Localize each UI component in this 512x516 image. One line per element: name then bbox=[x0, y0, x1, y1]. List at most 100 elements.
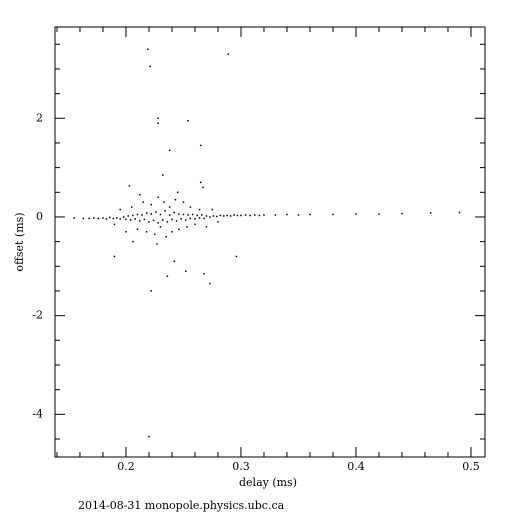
point bbox=[173, 211, 176, 214]
point bbox=[162, 219, 164, 221]
point bbox=[194, 223, 196, 226]
y-tick-label: 2 bbox=[36, 111, 43, 124]
point bbox=[163, 201, 165, 203]
point bbox=[148, 435, 150, 438]
point bbox=[97, 217, 100, 220]
point bbox=[119, 218, 121, 220]
point bbox=[159, 226, 162, 228]
point bbox=[191, 213, 194, 216]
point bbox=[175, 220, 178, 222]
point bbox=[263, 214, 265, 216]
point bbox=[139, 194, 141, 196]
point bbox=[147, 48, 149, 50]
point bbox=[222, 215, 225, 217]
point bbox=[209, 282, 211, 285]
point bbox=[378, 213, 380, 215]
y-tick-label: -4 bbox=[32, 407, 43, 420]
point bbox=[132, 214, 134, 217]
point bbox=[297, 214, 300, 216]
point bbox=[173, 260, 176, 263]
point bbox=[189, 217, 192, 220]
point bbox=[244, 214, 247, 216]
point bbox=[88, 217, 90, 220]
point bbox=[205, 215, 208, 217]
point bbox=[122, 216, 125, 218]
point bbox=[113, 223, 116, 226]
point bbox=[166, 275, 169, 277]
x-tick-label: 0.4 bbox=[347, 460, 365, 473]
point bbox=[139, 220, 141, 222]
point bbox=[142, 201, 144, 203]
point bbox=[202, 186, 204, 189]
point bbox=[157, 222, 159, 224]
point bbox=[258, 214, 261, 217]
point bbox=[136, 213, 139, 216]
point bbox=[105, 218, 108, 220]
point bbox=[93, 217, 95, 219]
point bbox=[249, 214, 251, 217]
point bbox=[136, 228, 139, 231]
point bbox=[309, 213, 311, 216]
x-axis-label: delay (ms) bbox=[239, 476, 297, 489]
point bbox=[165, 235, 167, 238]
point bbox=[162, 174, 164, 176]
point bbox=[168, 214, 171, 216]
point bbox=[171, 231, 173, 233]
point bbox=[201, 214, 203, 216]
point bbox=[187, 214, 189, 216]
point bbox=[182, 201, 185, 203]
x-tick-label: 0.5 bbox=[462, 460, 480, 473]
point bbox=[127, 215, 130, 217]
point bbox=[226, 214, 228, 217]
y-tick-label: -2 bbox=[32, 309, 43, 322]
point bbox=[168, 206, 171, 208]
point bbox=[355, 213, 357, 215]
point bbox=[194, 218, 196, 220]
point bbox=[73, 217, 75, 219]
point bbox=[209, 216, 211, 218]
point bbox=[149, 65, 151, 68]
point bbox=[109, 216, 111, 219]
point bbox=[254, 214, 256, 216]
point bbox=[113, 255, 116, 258]
plot-frame bbox=[54, 26, 486, 458]
point bbox=[157, 117, 159, 120]
point bbox=[82, 217, 85, 220]
point bbox=[187, 119, 189, 122]
point bbox=[286, 213, 288, 216]
point bbox=[153, 233, 156, 235]
point bbox=[235, 255, 238, 258]
point bbox=[156, 243, 158, 245]
point bbox=[203, 272, 205, 275]
point bbox=[198, 217, 201, 219]
point bbox=[240, 214, 242, 217]
point bbox=[332, 213, 334, 216]
point bbox=[128, 185, 131, 187]
point bbox=[141, 214, 143, 216]
point bbox=[145, 231, 148, 233]
point bbox=[150, 213, 153, 215]
point bbox=[185, 270, 187, 272]
point bbox=[205, 226, 208, 228]
point bbox=[189, 206, 192, 208]
point bbox=[185, 219, 187, 221]
point bbox=[182, 213, 185, 216]
point bbox=[152, 219, 155, 222]
point bbox=[211, 208, 213, 211]
point bbox=[102, 217, 104, 219]
point bbox=[401, 212, 403, 215]
point bbox=[196, 214, 199, 217]
point bbox=[186, 226, 188, 228]
point bbox=[236, 214, 239, 217]
footer: 2014-08-31 monopole.physics.ubc.ca bbox=[78, 499, 285, 512]
point bbox=[227, 53, 230, 55]
point bbox=[119, 208, 121, 211]
point bbox=[216, 215, 218, 218]
point bbox=[203, 217, 205, 220]
point bbox=[199, 144, 202, 147]
point bbox=[180, 218, 182, 220]
point bbox=[157, 196, 159, 198]
point bbox=[233, 214, 235, 216]
point bbox=[199, 181, 202, 184]
point bbox=[125, 231, 127, 233]
